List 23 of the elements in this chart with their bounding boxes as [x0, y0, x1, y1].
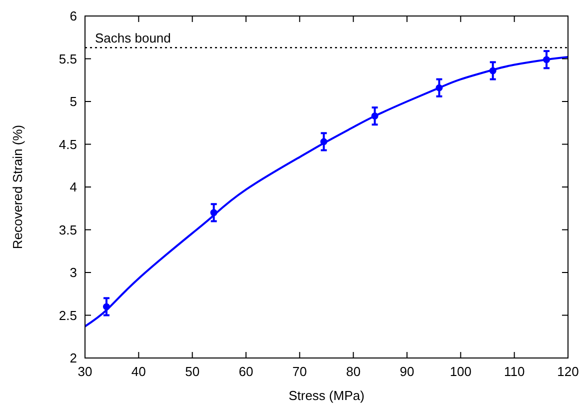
x-tick-label: 30: [78, 364, 92, 379]
y-tick-label: 5.5: [58, 51, 77, 66]
y-tick-label: 2.5: [58, 308, 77, 323]
y-tick-label: 4: [70, 180, 77, 194]
x-tick-label: 50: [185, 364, 200, 379]
y-axis-title: Recovered Strain (%): [10, 124, 25, 250]
x-axis-title: Stress (MPa): [288, 388, 364, 403]
y-tick-label: 4.5: [58, 136, 77, 152]
x-tick-label: 60: [238, 364, 254, 379]
y-tick-label: 5: [70, 94, 77, 109]
x-tick-label: 80: [346, 364, 361, 379]
x-tick-label: 110: [504, 364, 525, 379]
line-series: [84, 56, 569, 328]
y-tick-label: 2: [70, 350, 77, 366]
x-tick-label: 70: [292, 364, 307, 379]
x-tick-label: 40: [131, 364, 146, 379]
y-tick-label: 3.5: [58, 222, 77, 238]
y-tick-label: 3: [70, 265, 77, 280]
y-tick-label: 6: [70, 8, 77, 24]
ref-line-label: Sachs bound: [95, 30, 171, 46]
x-tick-label: 90: [400, 364, 414, 379]
x-tick-label: 100: [450, 364, 472, 379]
x-tick-label: 120: [557, 364, 579, 379]
